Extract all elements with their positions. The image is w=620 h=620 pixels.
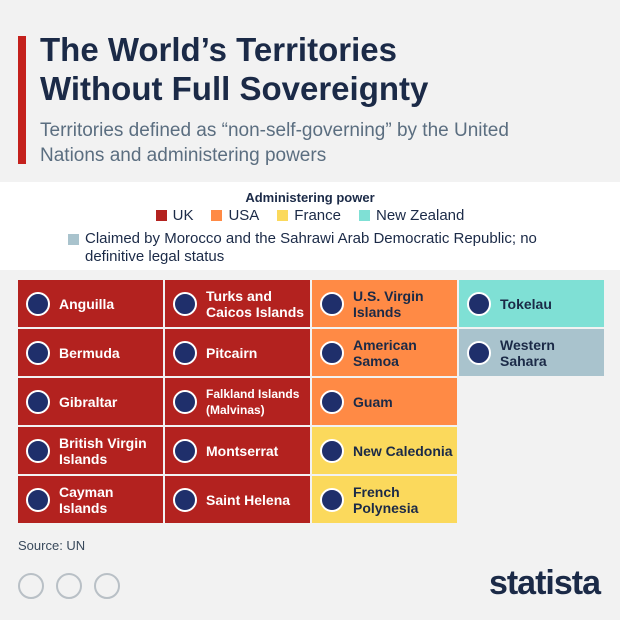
legend-label: USA — [228, 207, 260, 224]
territory-name: Western Sahara — [500, 336, 555, 369]
flag-icon — [320, 389, 344, 414]
legend-row: UK USA France New Zealand — [0, 207, 620, 224]
flag-icon — [467, 340, 491, 365]
brand-logo: statista — [488, 564, 601, 602]
legend-swatch — [68, 234, 79, 245]
territory-name: French Polynesia — [353, 483, 419, 516]
territory-name: U.S. Virgin Islands — [353, 287, 424, 320]
legend-swatch — [358, 210, 370, 221]
legend-label: Claimed by Morocco and the Sahrawi Arab … — [85, 230, 537, 265]
territory-name: New Caledonia — [353, 442, 453, 459]
territory-name: Pitcairn — [206, 344, 258, 361]
territory-tile: American Samoa — [312, 329, 457, 376]
territory-name: Turks and Caicos Islands — [206, 287, 305, 320]
territory-tile: Cayman Islands — [18, 476, 163, 523]
territory-tile: Gibraltar — [18, 378, 163, 425]
territory-name: British Virgin Islands — [59, 434, 147, 467]
legend-label: UK — [172, 207, 194, 224]
territory-tile: New Caledonia — [312, 427, 457, 474]
flag-icon — [320, 291, 344, 316]
legend-item: UK — [155, 207, 194, 224]
flag-icon — [173, 438, 197, 463]
territory-name: Falkland Islands (Malvinas) — [206, 386, 300, 417]
flag-icon — [173, 487, 197, 512]
territory-tile: Guam — [312, 378, 457, 425]
legend: Administering power UK USA France New Zeala… — [0, 182, 620, 270]
license-icon — [56, 573, 82, 599]
accent-bar — [18, 36, 26, 164]
flag-icon — [26, 389, 50, 414]
flag-icon — [26, 487, 50, 512]
territory-tile: Bermuda — [18, 329, 163, 376]
territory-tile: Western Sahara — [459, 329, 604, 376]
flag-icon — [26, 438, 50, 463]
territory-tile: U.S. Virgin Islands — [312, 280, 457, 327]
flag-icon — [320, 438, 344, 463]
legend-item: USA — [211, 207, 259, 224]
territory-name: Montserrat — [206, 442, 279, 459]
territory-tile: Turks and Caicos Islands — [165, 280, 310, 327]
flag-icon — [320, 487, 344, 512]
territory-name: Bermuda — [59, 344, 120, 361]
legend-label: New Zealand — [375, 207, 465, 224]
territory-name: Guam — [353, 393, 393, 410]
legend-item: New Zealand — [358, 207, 465, 224]
territory-tile: Tokelau — [459, 280, 604, 327]
territory-tile: French Polynesia — [312, 476, 457, 523]
territory-tile: Montserrat — [165, 427, 310, 474]
legend-row: Claimed by Morocco and the Sahrawi Arab … — [68, 230, 558, 266]
legend-swatch — [211, 210, 223, 221]
flag-icon — [26, 340, 50, 365]
legend-swatch — [277, 210, 289, 221]
territory-tile: Anguilla — [18, 280, 163, 327]
legend-title: Administering power — [245, 190, 375, 205]
license-icon — [18, 573, 44, 599]
legend-item: France — [277, 207, 341, 224]
legend-label: France — [294, 207, 341, 224]
territory-name: Anguilla — [59, 295, 115, 312]
subtitle: Territories defined as “non-self-governi… — [40, 120, 509, 166]
territory-name: Tokelau — [500, 295, 552, 312]
source: Source: UN — [18, 538, 86, 553]
flag-icon — [467, 291, 491, 316]
flag-icon — [173, 291, 197, 316]
license-icon — [94, 573, 120, 599]
flag-icon — [173, 389, 197, 414]
title: The World’s Territories Without Full Sov… — [40, 31, 429, 107]
territory-tile: Saint Helena — [165, 476, 310, 523]
legend-swatch — [155, 210, 167, 221]
flag-icon — [26, 291, 50, 316]
territory-tile: British Virgin Islands — [18, 427, 163, 474]
territory-tile: Pitcairn — [165, 329, 310, 376]
territory-name: American Samoa — [353, 336, 417, 369]
territory-name: Gibraltar — [59, 393, 118, 410]
flag-icon — [320, 340, 344, 365]
territory-tile: Falkland Islands (Malvinas) — [165, 378, 310, 425]
territory-name: Saint Helena — [206, 491, 291, 508]
territory-name: Cayman Islands — [59, 483, 114, 516]
flag-icon — [173, 340, 197, 365]
